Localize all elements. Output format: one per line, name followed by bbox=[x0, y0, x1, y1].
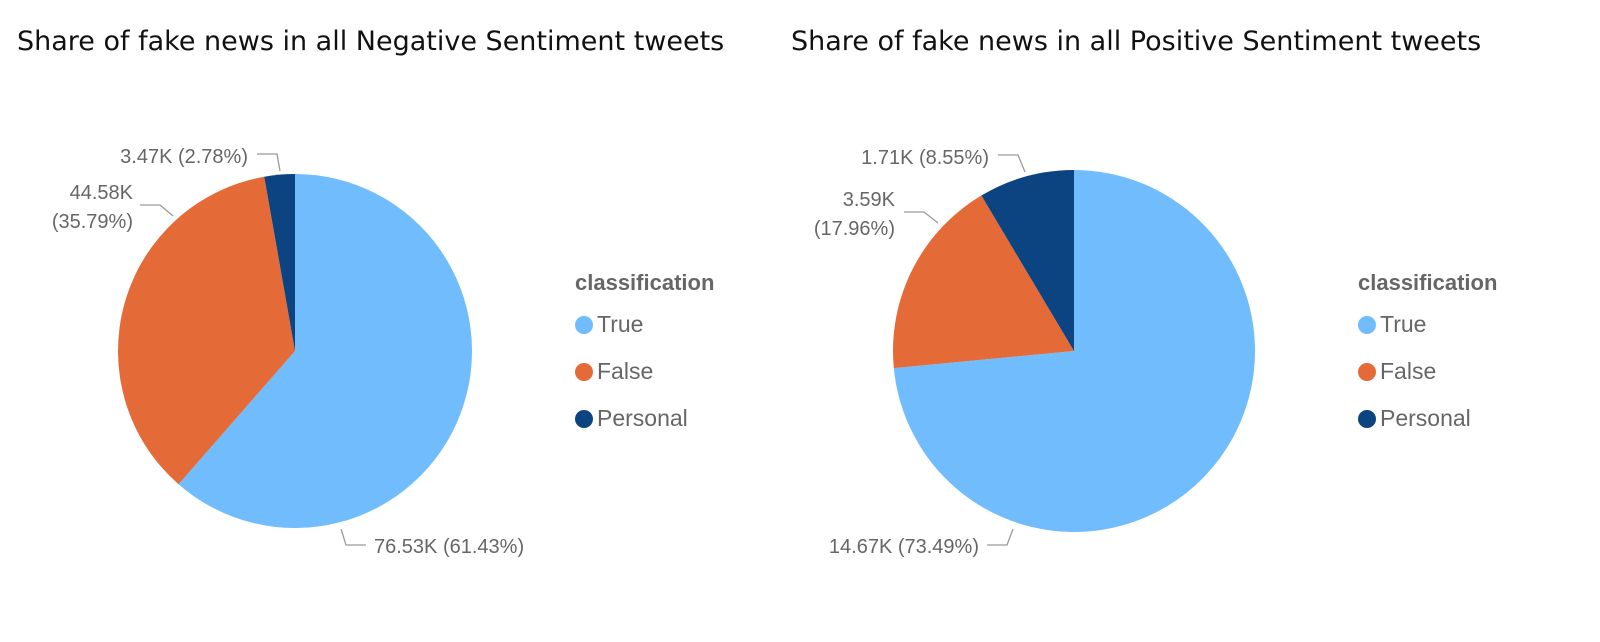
pie-slice-true[interactable] bbox=[893, 170, 1255, 532]
slice-data-label: 14.67K (73.49%) bbox=[829, 536, 979, 558]
slice-data-label: (17.96%) bbox=[814, 218, 895, 240]
legend-item-true[interactable]: True bbox=[1358, 307, 1497, 342]
chart-title: Share of fake news in all Positive Senti… bbox=[791, 26, 1482, 57]
legend-dot-personal bbox=[575, 409, 593, 428]
negative-sentiment-chart: Share of fake news in all Negative Senti… bbox=[17, 26, 725, 558]
slice-data-label: 3.59K bbox=[843, 189, 896, 211]
legend-label: False bbox=[597, 358, 654, 384]
legend-item-personal[interactable]: Personal bbox=[1358, 401, 1497, 436]
legend-label: Personal bbox=[597, 405, 688, 431]
pie-chart: 76.53K (61.43%) 44.58K (35.79%) 3.47K (2.78… bbox=[52, 146, 524, 558]
pie-slice-false[interactable] bbox=[117, 176, 295, 485]
legend-label: True bbox=[597, 311, 644, 337]
legend-label: False bbox=[1380, 358, 1437, 384]
label-leader-line bbox=[340, 528, 366, 546]
legend-dot-true bbox=[1358, 315, 1376, 334]
legend: classification True False Personal bbox=[1358, 270, 1497, 448]
pie-slice-personal[interactable] bbox=[264, 174, 295, 351]
legend-item-true[interactable]: True bbox=[575, 307, 714, 342]
legend-dot-false bbox=[1358, 362, 1376, 381]
pie-slice-true[interactable] bbox=[178, 174, 472, 528]
chart-title: Share of fake news in all Negative Senti… bbox=[17, 26, 725, 57]
legend-title: classification bbox=[1358, 270, 1498, 295]
label-leader-line bbox=[904, 211, 939, 224]
legend-dot-false bbox=[575, 362, 593, 381]
pie-slice-false[interactable] bbox=[893, 195, 1074, 369]
legend-item-personal[interactable]: Personal bbox=[575, 401, 714, 436]
legend-dot-true bbox=[575, 315, 593, 334]
legend: classification True False Personal bbox=[575, 270, 714, 448]
legend-item-false[interactable]: False bbox=[1358, 354, 1497, 389]
label-leader-line bbox=[987, 528, 1014, 546]
positive-sentiment-chart: Share of fake news in all Positive Senti… bbox=[791, 0, 1600, 642]
legend-label: Personal bbox=[1380, 405, 1471, 431]
label-leader-line bbox=[998, 154, 1026, 173]
legend-label: True bbox=[1380, 311, 1427, 337]
pie-slice-personal[interactable] bbox=[981, 170, 1074, 351]
pie-chart: 14.67K (73.49%) 3.59K (17.96%) 1.71K (8.55%… bbox=[814, 147, 1255, 558]
slice-data-label: 3.47K (2.78%) bbox=[120, 146, 248, 168]
slice-data-label: (35.79%) bbox=[52, 211, 133, 233]
slice-data-label: 1.71K (8.55%) bbox=[861, 147, 989, 169]
legend-dot-personal bbox=[1358, 409, 1376, 428]
label-leader-line bbox=[257, 153, 281, 172]
slice-data-label: 44.58K bbox=[70, 182, 134, 204]
legend-item-false[interactable]: False bbox=[575, 354, 714, 389]
slice-data-label: 76.53K (61.43%) bbox=[374, 536, 524, 558]
label-leader-line bbox=[140, 204, 174, 217]
legend-title: classification bbox=[575, 270, 715, 295]
